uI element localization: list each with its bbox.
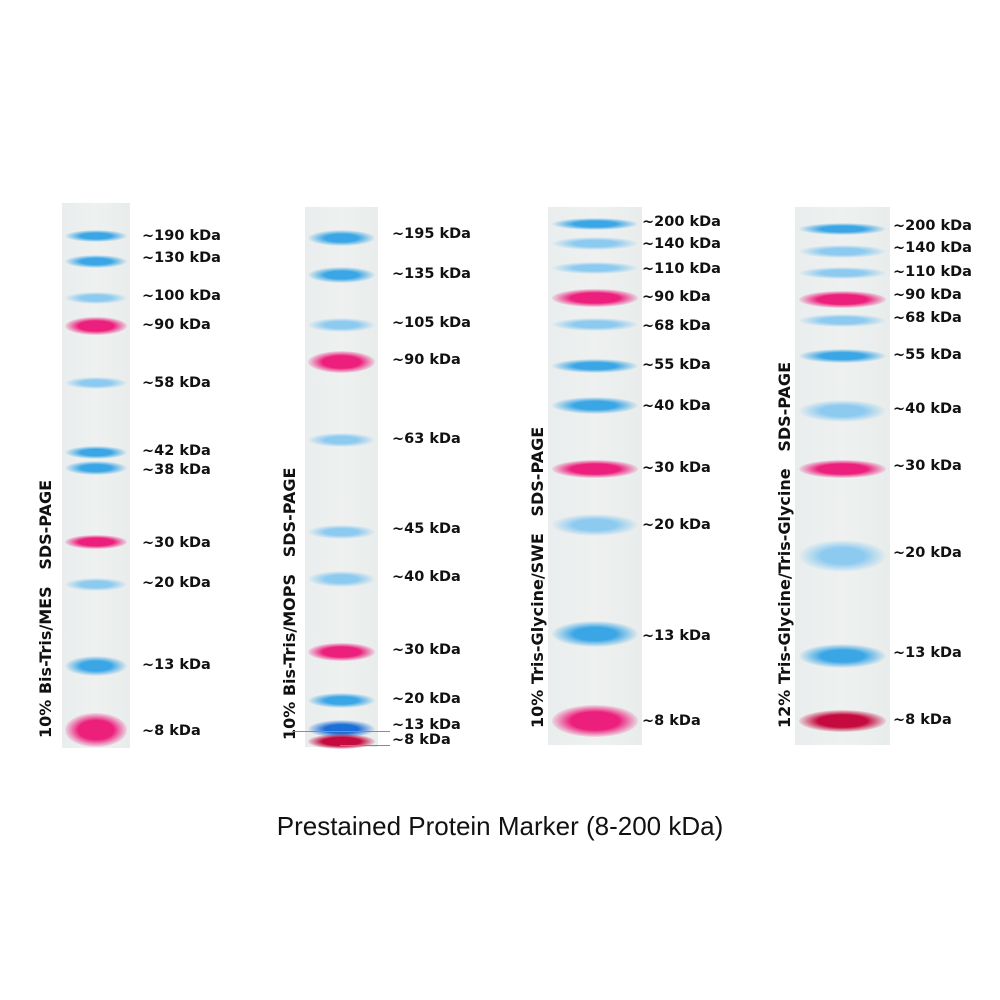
molecular-weight-label: ~140 kDa xyxy=(893,240,972,256)
band xyxy=(307,720,376,738)
band xyxy=(307,351,376,373)
scan-artifact-line xyxy=(292,731,390,732)
band xyxy=(798,267,887,279)
band xyxy=(798,349,887,363)
molecular-weight-label: ~200 kDa xyxy=(893,218,972,234)
band xyxy=(551,705,639,737)
molecular-weight-label: ~135 kDa xyxy=(392,266,471,282)
gel-condition-label: 12% Tris-Glycine/Tris-Glycine SDS-PAGE xyxy=(775,362,794,728)
molecular-weight-label: ~20 kDa xyxy=(642,517,711,533)
band xyxy=(64,713,128,747)
band xyxy=(64,535,128,549)
band xyxy=(551,396,639,414)
molecular-weight-label: ~68 kDa xyxy=(642,318,711,334)
molecular-weight-label: ~105 kDa xyxy=(392,315,471,331)
band xyxy=(551,218,639,230)
molecular-weight-label: ~20 kDa xyxy=(392,691,461,707)
molecular-weight-label: ~40 kDa xyxy=(642,398,711,414)
molecular-weight-label: ~30 kDa xyxy=(142,535,211,551)
band xyxy=(307,230,376,246)
molecular-weight-label: ~13 kDa xyxy=(642,628,711,644)
molecular-weight-label: ~90 kDa xyxy=(893,287,962,303)
band xyxy=(64,254,128,268)
band xyxy=(798,223,887,235)
band xyxy=(551,289,639,307)
molecular-weight-label: ~13 kDa xyxy=(392,717,461,733)
band xyxy=(64,577,128,591)
band xyxy=(307,318,376,332)
band xyxy=(307,267,376,283)
molecular-weight-label: ~8 kDa xyxy=(392,732,451,748)
molecular-weight-label: ~110 kDa xyxy=(893,264,972,280)
band xyxy=(551,514,639,536)
molecular-weight-label: ~55 kDa xyxy=(642,357,711,373)
band xyxy=(307,733,376,749)
molecular-weight-label: ~30 kDa xyxy=(893,458,962,474)
band xyxy=(64,230,128,242)
molecular-weight-label: ~100 kDa xyxy=(142,288,221,304)
band xyxy=(551,359,639,373)
band xyxy=(798,313,887,327)
molecular-weight-label: ~140 kDa xyxy=(642,236,721,252)
molecular-weight-label: ~13 kDa xyxy=(893,645,962,661)
band xyxy=(551,236,639,250)
molecular-weight-label: ~20 kDa xyxy=(893,545,962,561)
band xyxy=(551,460,639,478)
scan-artifact-line xyxy=(340,745,390,746)
molecular-weight-label: ~90 kDa xyxy=(642,289,711,305)
molecular-weight-label: ~38 kDa xyxy=(142,462,211,478)
band xyxy=(307,525,376,539)
molecular-weight-label: ~8 kDa xyxy=(642,713,701,729)
molecular-weight-label: ~13 kDa xyxy=(142,657,211,673)
band xyxy=(64,377,128,389)
molecular-weight-label: ~200 kDa xyxy=(642,214,721,230)
molecular-weight-label: ~190 kDa xyxy=(142,228,221,244)
molecular-weight-label: ~30 kDa xyxy=(642,460,711,476)
molecular-weight-label: ~130 kDa xyxy=(142,250,221,266)
band xyxy=(551,621,639,647)
band xyxy=(307,692,376,708)
band xyxy=(798,400,887,422)
band xyxy=(307,571,376,587)
band xyxy=(798,644,887,668)
band xyxy=(798,460,887,478)
molecular-weight-label: ~45 kDa xyxy=(392,521,461,537)
molecular-weight-label: ~55 kDa xyxy=(893,347,962,363)
molecular-weight-label: ~30 kDa xyxy=(392,642,461,658)
band xyxy=(307,643,376,661)
gel-condition-label: 10% Tris-Glycine/SWE SDS-PAGE xyxy=(528,426,547,728)
lane-2-gel xyxy=(305,207,378,747)
molecular-weight-label: ~20 kDa xyxy=(142,575,211,591)
molecular-weight-label: ~58 kDa xyxy=(142,375,211,391)
band xyxy=(798,244,887,258)
gel-condition-label: 10% Bis-Tris/MOPS SDS-PAGE xyxy=(280,467,299,740)
molecular-weight-label: ~63 kDa xyxy=(392,431,461,447)
band xyxy=(551,317,639,331)
gel-condition-label: 10% Bis-Tris/MES SDS-PAGE xyxy=(36,479,55,738)
band xyxy=(307,433,376,447)
band xyxy=(64,317,128,335)
band xyxy=(551,262,639,274)
molecular-weight-label: ~42 kDa xyxy=(142,443,211,459)
molecular-weight-label: ~90 kDa xyxy=(142,317,211,333)
molecular-weight-label: ~68 kDa xyxy=(893,310,962,326)
molecular-weight-label: ~110 kDa xyxy=(642,261,721,277)
band xyxy=(64,292,128,304)
molecular-weight-label: ~8 kDa xyxy=(142,723,201,739)
figure-title: Prestained Protein Marker (8-200 kDa) xyxy=(276,811,724,841)
molecular-weight-label: ~90 kDa xyxy=(392,352,461,368)
molecular-weight-label: ~40 kDa xyxy=(893,401,962,417)
band xyxy=(798,710,887,732)
band xyxy=(64,445,128,459)
band xyxy=(798,290,887,308)
band xyxy=(798,540,887,572)
molecular-weight-label: ~195 kDa xyxy=(392,226,471,242)
molecular-weight-label: ~40 kDa xyxy=(392,569,461,585)
band xyxy=(64,461,128,475)
molecular-weight-label: ~8 kDa xyxy=(893,712,952,728)
band xyxy=(64,656,128,676)
